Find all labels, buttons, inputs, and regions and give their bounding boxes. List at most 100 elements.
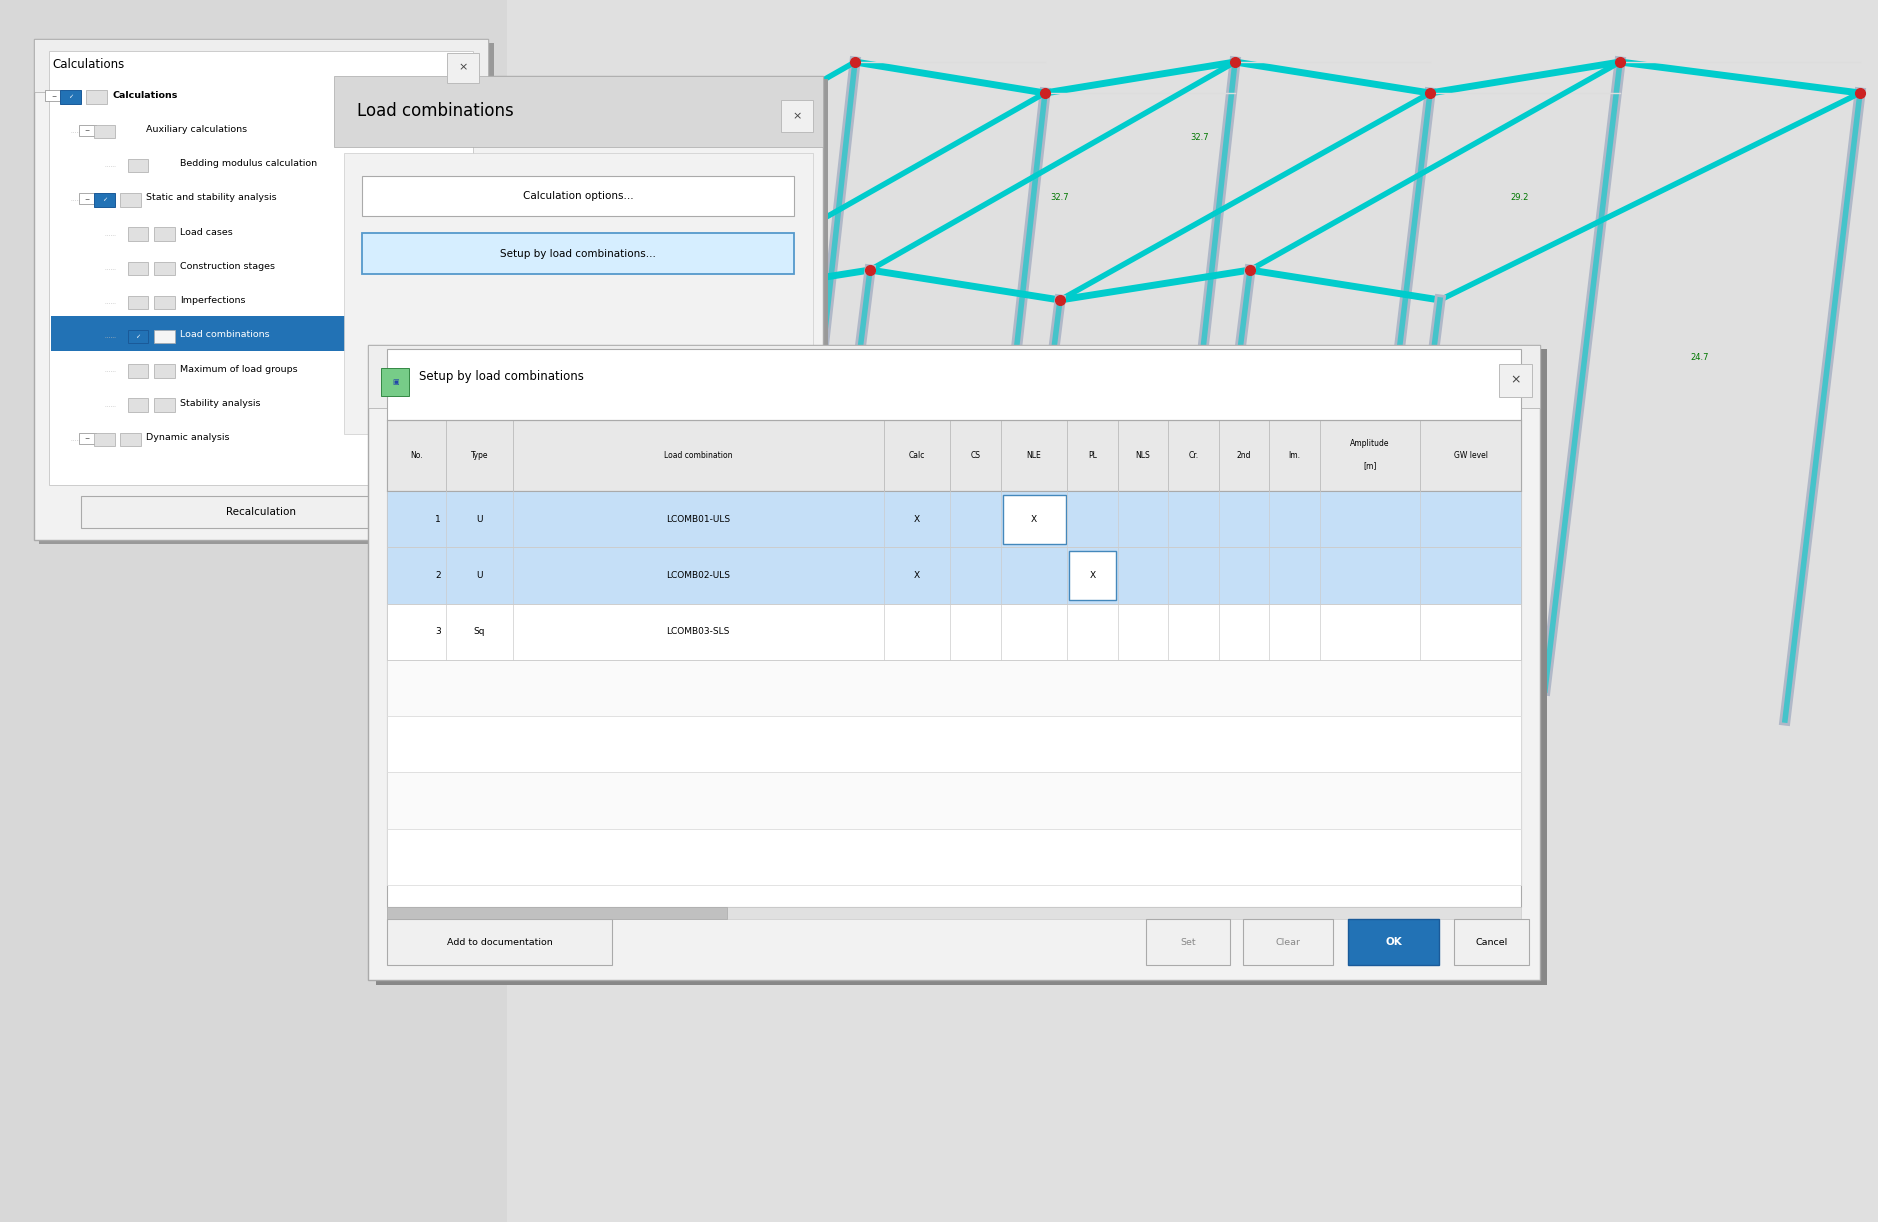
- Bar: [154, 262, 175, 275]
- Text: −: −: [85, 127, 90, 133]
- Text: 24.7: 24.7: [971, 413, 990, 422]
- Text: 19.5: 19.5: [695, 899, 716, 908]
- Text: 19.5: 19.5: [885, 899, 905, 908]
- Bar: [49, 51, 473, 485]
- Text: 29.2: 29.2: [1022, 571, 1029, 589]
- Text: LCOMB03-SLS: LCOMB03-SLS: [667, 627, 731, 637]
- Bar: [154, 330, 175, 343]
- Text: 32.7: 32.7: [1050, 193, 1069, 202]
- Bar: [51, 316, 471, 351]
- Bar: [154, 364, 175, 378]
- Bar: [387, 660, 1521, 716]
- Bar: [387, 772, 1521, 829]
- Bar: [344, 153, 813, 434]
- Text: 29.2: 29.2: [1371, 433, 1390, 442]
- Bar: [86, 90, 107, 104]
- Text: Bedding modulus calculation: Bedding modulus calculation: [180, 159, 317, 169]
- Bar: [447, 53, 479, 83]
- Bar: [39, 43, 494, 544]
- Text: Load cases: Load cases: [180, 227, 233, 237]
- Text: Setup by load combinations: Setup by load combinations: [419, 370, 584, 382]
- Bar: [81, 496, 441, 528]
- Bar: [128, 296, 148, 309]
- Text: X: X: [915, 571, 920, 580]
- Bar: [128, 330, 148, 343]
- Text: ✓: ✓: [135, 334, 141, 340]
- Text: ✓: ✓: [68, 94, 73, 100]
- Bar: [128, 262, 148, 275]
- Bar: [387, 491, 1521, 547]
- Text: Auxiliary calculations: Auxiliary calculations: [146, 125, 248, 134]
- Text: Load combinations: Load combinations: [180, 330, 270, 340]
- Text: Calculation options...: Calculation options...: [524, 191, 633, 202]
- Bar: [154, 296, 175, 309]
- Bar: [120, 193, 141, 207]
- Text: Cr.: Cr.: [1189, 451, 1198, 461]
- Bar: [368, 345, 1540, 980]
- Text: 29.2: 29.2: [1510, 193, 1529, 202]
- Bar: [128, 398, 148, 412]
- Text: Stability analysis: Stability analysis: [180, 398, 261, 408]
- Text: Maximum of load groups: Maximum of load groups: [180, 364, 299, 374]
- Text: 29.2: 29.2: [451, 541, 460, 560]
- Bar: [387, 420, 1521, 491]
- Text: Calculations: Calculations: [53, 59, 124, 71]
- Bar: [1348, 919, 1439, 965]
- Text: OK: OK: [1386, 937, 1401, 947]
- Text: −: −: [51, 93, 56, 99]
- Text: NLS: NLS: [1136, 451, 1151, 461]
- Text: Setup by load combinations...: Setup by load combinations...: [500, 248, 657, 259]
- Text: GW level: GW level: [1454, 451, 1487, 461]
- Bar: [387, 919, 612, 965]
- Text: Recalculation: Recalculation: [225, 507, 297, 517]
- Bar: [1069, 551, 1116, 600]
- Bar: [387, 907, 1521, 919]
- Bar: [45, 90, 62, 101]
- Text: Construction stages: Construction stages: [180, 262, 276, 271]
- Bar: [1454, 919, 1529, 965]
- Text: Calc: Calc: [909, 451, 926, 461]
- Bar: [387, 547, 1521, 604]
- Text: 29.2: 29.2: [1211, 541, 1221, 560]
- Bar: [94, 193, 115, 207]
- Bar: [79, 193, 96, 204]
- Text: Load combination: Load combination: [665, 451, 732, 461]
- Text: Static and stability analysis: Static and stability analysis: [146, 193, 278, 203]
- Text: X: X: [1031, 514, 1037, 524]
- Text: No.: No.: [409, 451, 423, 461]
- Bar: [79, 125, 96, 136]
- Bar: [362, 233, 794, 274]
- Text: Dynamic analysis: Dynamic analysis: [146, 433, 229, 442]
- Bar: [381, 368, 409, 396]
- Text: PL: PL: [1087, 451, 1097, 461]
- Bar: [94, 433, 115, 446]
- Text: ✓: ✓: [101, 197, 107, 203]
- Text: Amplitude: Amplitude: [1350, 439, 1390, 448]
- Text: [m]: [m]: [1363, 461, 1377, 470]
- Text: Im.: Im.: [1288, 451, 1300, 461]
- Text: CS: CS: [971, 451, 980, 461]
- Bar: [128, 364, 148, 378]
- Bar: [1003, 495, 1065, 544]
- Text: ×: ×: [1510, 374, 1521, 386]
- Bar: [154, 398, 175, 412]
- Text: 24.7: 24.7: [1690, 353, 1709, 362]
- Text: −: −: [85, 196, 90, 202]
- Text: Load combinations: Load combinations: [357, 103, 513, 120]
- Bar: [387, 604, 1521, 660]
- Text: Set: Set: [1179, 937, 1196, 947]
- Bar: [387, 716, 1521, 772]
- Bar: [120, 433, 141, 446]
- Bar: [1146, 919, 1230, 965]
- Bar: [387, 829, 1521, 885]
- Text: 32.7: 32.7: [1191, 133, 1209, 142]
- Text: Clear: Clear: [1275, 937, 1301, 947]
- Text: Imperfections: Imperfections: [180, 296, 246, 306]
- Text: −: −: [85, 435, 90, 441]
- Bar: [334, 76, 823, 147]
- Bar: [1499, 364, 1532, 397]
- Text: ×: ×: [793, 111, 802, 121]
- Bar: [340, 79, 828, 444]
- Text: 3: 3: [436, 627, 441, 637]
- Bar: [34, 39, 488, 92]
